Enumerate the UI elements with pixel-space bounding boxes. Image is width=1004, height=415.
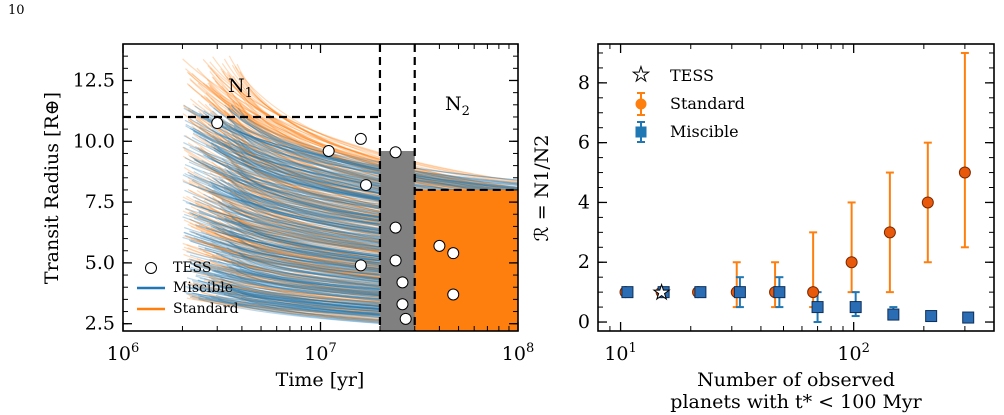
miscible-point xyxy=(811,301,824,314)
right-y-tick-label: 0 xyxy=(578,311,590,333)
n2-region-fill xyxy=(414,189,518,331)
legend-miscible-label: Miscible xyxy=(173,280,233,296)
left-y-tick-label: 7.5 xyxy=(85,191,115,213)
legend2-standard-marker xyxy=(635,98,647,110)
tess-point xyxy=(322,145,335,158)
tess-point xyxy=(447,247,460,260)
standard-point xyxy=(921,196,934,209)
miscible-point xyxy=(694,286,707,299)
standard-point xyxy=(845,256,858,269)
left-panel: 106 107 108 2.5 5.0 7.5 10.0 12.5 N1 N2 TESS Mi… xyxy=(41,43,534,391)
tess-point xyxy=(399,312,412,325)
left-y-tick-label: 12.5 xyxy=(73,69,115,91)
legend-tess-label: TESS xyxy=(173,260,212,276)
right-y-axis-label: ℛ = N1/N2 xyxy=(531,135,553,242)
left-legend: TESS Miscible Standard xyxy=(137,260,239,317)
left-y-tick-label: 5.0 xyxy=(85,252,115,274)
tess-point xyxy=(389,146,402,159)
left-y-axis-label: Transit Radius [R⊕] xyxy=(41,92,63,284)
tess-point xyxy=(389,221,402,234)
right-y-tick-label: 8 xyxy=(578,72,590,94)
right-y-tick-label: 6 xyxy=(578,132,590,154)
region-label-n1: N1 xyxy=(228,75,253,101)
legend2-miscible-marker xyxy=(635,126,647,138)
miscible-point xyxy=(849,301,862,314)
left-x-axis-label: Time [yr] xyxy=(276,369,365,391)
standard-point xyxy=(807,286,820,299)
tess-point xyxy=(354,259,367,272)
legend2-standard-label: Standard xyxy=(670,94,745,113)
tess-point xyxy=(447,288,460,301)
page-number: 10 xyxy=(8,3,25,18)
miscible-point xyxy=(962,311,975,324)
left-x-tick-label: 108 xyxy=(502,341,534,365)
tess-point xyxy=(389,254,402,267)
tess-point xyxy=(433,239,446,252)
right-x-axis-label-line2: planets with t* < 100 Myr xyxy=(670,391,922,413)
left-x-tick-label: 106 xyxy=(107,341,139,365)
legend2-tess-label: TESS xyxy=(670,66,714,85)
miscible-point xyxy=(621,286,634,299)
right-x-tick-label: 102 xyxy=(837,341,869,365)
miscible-point xyxy=(773,286,786,299)
right-legend: ★ TESS Standard Miscible xyxy=(632,62,745,143)
left-y-tick-label: 2.5 xyxy=(85,313,115,335)
tess-point xyxy=(360,179,373,192)
tess-point xyxy=(396,298,409,311)
gap-region-fill xyxy=(379,151,415,331)
miscible-point xyxy=(733,286,746,299)
standard-point xyxy=(883,226,896,239)
right-panel: ★ 101 102 0 2 4 6 8 ★ TESS Standard Miscible N… xyxy=(531,43,995,413)
right-y-tick-label: 2 xyxy=(578,251,590,273)
right-x-axis-label-line1: Number of observed xyxy=(697,369,895,391)
left-x-tick-label: 107 xyxy=(304,341,336,365)
legend-tess-marker xyxy=(145,262,157,274)
tess-point xyxy=(354,132,367,145)
standard-point xyxy=(958,166,971,179)
legend2-tess-marker: ★ xyxy=(632,62,650,86)
miscible-point xyxy=(887,308,900,321)
legend2-miscible-label: Miscible xyxy=(670,122,739,141)
legend-standard-label: Standard xyxy=(173,301,239,317)
region-label-n2: N2 xyxy=(445,93,470,119)
right-y-tick-label: 4 xyxy=(578,191,590,213)
tess-point xyxy=(211,117,224,130)
tess-star-point: ★ xyxy=(653,280,671,304)
left-y-tick-label: 10.0 xyxy=(73,130,115,152)
right-x-tick-label: 101 xyxy=(604,341,636,365)
tess-point xyxy=(396,276,409,289)
miscible-point xyxy=(657,286,670,299)
miscible-point xyxy=(925,310,938,323)
